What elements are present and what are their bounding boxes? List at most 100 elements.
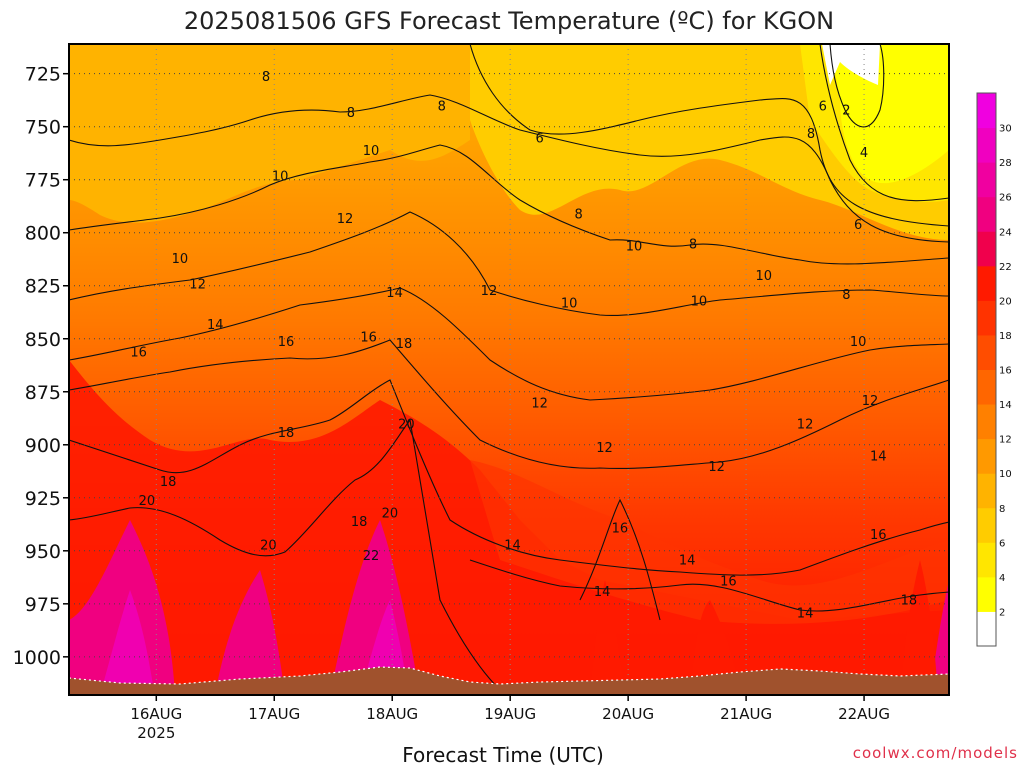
x-tick-label: 21AUG bbox=[720, 705, 772, 723]
contour-label: 12 bbox=[862, 394, 879, 409]
y-tick-label: 925 bbox=[25, 488, 61, 510]
chart-title: 2025081506 GFS Forecast Temperature (ºC)… bbox=[184, 7, 834, 35]
contour-label: 20 bbox=[260, 538, 277, 553]
contour-label: 10 bbox=[172, 252, 189, 267]
y-tick-label: 800 bbox=[25, 223, 61, 245]
x-tick-year: 2025 bbox=[137, 724, 175, 742]
isotherm-contours bbox=[69, 44, 949, 691]
contour-label: 14 bbox=[679, 553, 696, 568]
contour-label: 14 bbox=[386, 286, 403, 301]
y-tick-label: 825 bbox=[25, 276, 61, 298]
isotherm-16 bbox=[69, 339, 949, 470]
contour-label: 8 bbox=[574, 208, 582, 223]
hot-plume-9 bbox=[900, 560, 938, 695]
contour-label: 12 bbox=[708, 460, 725, 475]
colorbar-swatch bbox=[977, 611, 996, 647]
horizontal-gridlines bbox=[69, 73, 949, 658]
contour-label: 18 bbox=[901, 594, 918, 609]
colorbar-label: 22 bbox=[999, 262, 1012, 273]
y-tick-label: 950 bbox=[25, 541, 61, 563]
colorbar-swatch bbox=[977, 265, 996, 301]
contour-label: 8 bbox=[842, 288, 850, 303]
colorbar-label: 18 bbox=[999, 331, 1012, 342]
colorbar-swatch bbox=[977, 542, 996, 578]
colorbar-label: 20 bbox=[999, 296, 1012, 307]
contour-label: 12 bbox=[596, 441, 613, 456]
contour-label: 12 bbox=[531, 396, 548, 411]
contour-label: 6 bbox=[819, 99, 827, 114]
x-tick-label: 17AUG bbox=[248, 705, 300, 723]
contour-label: 22 bbox=[363, 549, 380, 564]
contour-label: 18 bbox=[278, 426, 295, 441]
hot-plume-8 bbox=[690, 600, 740, 695]
x-axis-label: Forecast Time (UTC) bbox=[402, 743, 604, 767]
x-tick-label: 20AUG bbox=[602, 705, 654, 723]
colorbar-swatch bbox=[977, 369, 996, 405]
white-region bbox=[822, 44, 880, 85]
colorbar-swatch bbox=[977, 334, 996, 370]
y-tick-label: 875 bbox=[25, 382, 61, 404]
contour-label: 10 bbox=[363, 144, 380, 159]
isotherm-8 bbox=[69, 94, 949, 243]
colorbar-label: 30 bbox=[999, 124, 1012, 135]
vertical-gridlines bbox=[155, 44, 865, 695]
x-tick-label: 18AUG bbox=[366, 705, 418, 723]
contour-label: 2 bbox=[842, 104, 850, 119]
contour-label: 10 bbox=[756, 269, 773, 284]
x-tick-label: 22AUG bbox=[838, 705, 890, 723]
contour-label: 12 bbox=[481, 284, 498, 299]
contour-label: 14 bbox=[797, 606, 814, 621]
contour-label: 16 bbox=[360, 331, 377, 346]
colorbar-label: 24 bbox=[999, 227, 1012, 238]
x-tick-label: 19AUG bbox=[484, 705, 536, 723]
credit-text[interactable]: coolwx.com/models bbox=[853, 744, 1018, 762]
contour-label: 10 bbox=[691, 295, 708, 310]
colorbar-swatch bbox=[977, 473, 996, 509]
contour-label: 14 bbox=[870, 449, 887, 464]
colorbar-label: 6 bbox=[999, 538, 1005, 549]
contour-label: 6 bbox=[854, 218, 862, 233]
colorbar-swatch bbox=[977, 196, 996, 232]
isotherm-10 bbox=[69, 144, 949, 265]
hot-plume-7 bbox=[590, 580, 625, 695]
pressure-axis: 725 750 775 800 825 850 875 900 925 950 975 1000 bbox=[13, 64, 69, 669]
contour-label: 16 bbox=[870, 528, 887, 543]
contour-label: 14 bbox=[594, 585, 611, 600]
isotherm-14-lower bbox=[469, 559, 949, 612]
colorbar-swatch bbox=[977, 438, 996, 474]
colorbar-label: 2 bbox=[999, 607, 1005, 618]
contour-label: 12 bbox=[797, 418, 814, 433]
colorbar-label: 12 bbox=[999, 435, 1012, 446]
y-tick-label: 725 bbox=[25, 64, 61, 86]
y-tick-label: 1000 bbox=[13, 647, 61, 669]
colorbar-swatch bbox=[977, 231, 996, 267]
colorbar-swatch bbox=[977, 127, 996, 163]
y-tick-label: 775 bbox=[25, 170, 61, 192]
y-tick-label: 975 bbox=[25, 594, 61, 616]
contour-label: 12 bbox=[337, 212, 354, 227]
coldest-region bbox=[830, 44, 949, 184]
colorbar-label: 4 bbox=[999, 573, 1005, 584]
contour-label: 6 bbox=[536, 131, 544, 146]
contour-label: 14 bbox=[504, 538, 521, 553]
colorbar-label: 26 bbox=[999, 193, 1012, 204]
colorbar-label: 16 bbox=[999, 366, 1012, 377]
contour-label: 16 bbox=[130, 345, 147, 360]
contour-label: 20 bbox=[398, 418, 415, 433]
contour-label: 14 bbox=[207, 318, 224, 333]
isotherm-12 bbox=[69, 211, 949, 316]
contour-label: 16 bbox=[720, 574, 737, 589]
colorbar-swatch bbox=[977, 300, 996, 336]
contour-label: 8 bbox=[689, 237, 697, 252]
contour-label: 8 bbox=[807, 127, 815, 142]
colorbar-label: 8 bbox=[999, 504, 1005, 515]
hot-plume-3 bbox=[215, 570, 285, 695]
contour-label: 8 bbox=[438, 99, 446, 114]
x-tick-label: 16AUG bbox=[130, 705, 182, 723]
contour-label: 20 bbox=[382, 507, 399, 522]
